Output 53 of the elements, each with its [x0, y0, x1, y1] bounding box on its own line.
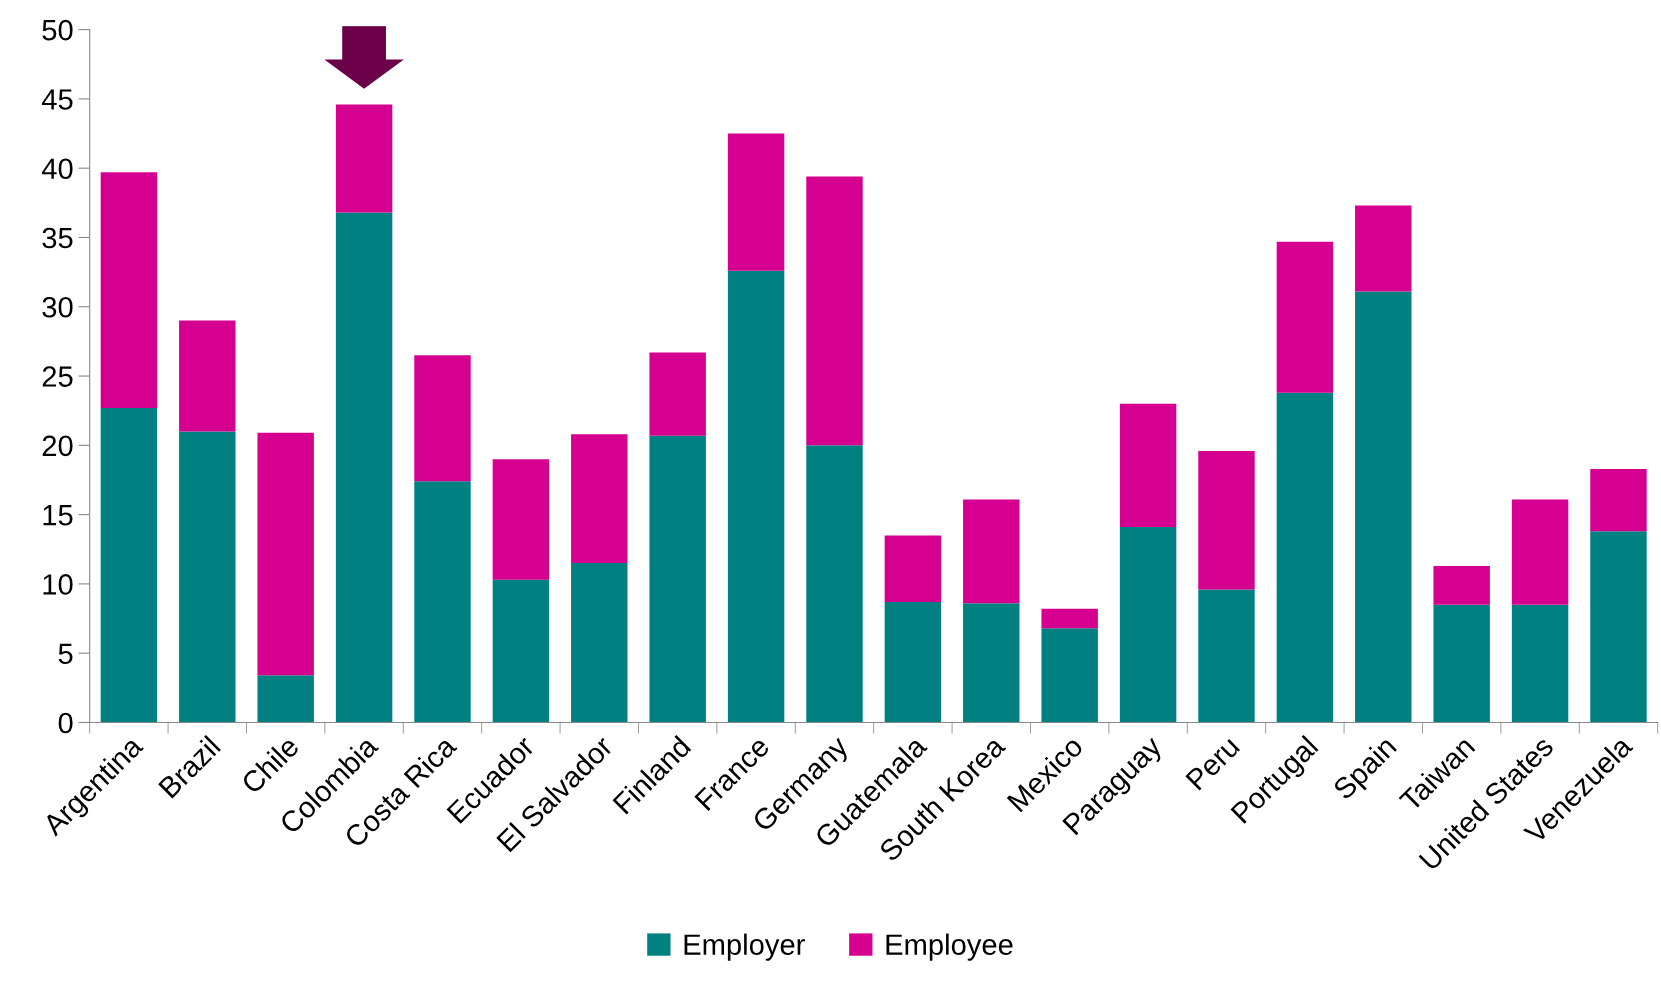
- y-tick-label: 10: [43, 574, 73, 595]
- legend-label: Employee: [886, 933, 1013, 961]
- bar: [571, 434, 628, 564]
- y-tick-label: 45: [41, 89, 73, 110]
- bar: [806, 176, 863, 446]
- bar: [963, 499, 1020, 604]
- bar: [649, 435, 706, 723]
- y-tick-label: 20: [42, 435, 73, 457]
- bar: [1276, 392, 1334, 723]
- bar: [1433, 604, 1490, 723]
- y-tick-label: 30: [42, 296, 73, 318]
- bar: [1511, 499, 1569, 605]
- bar: [179, 431, 236, 723]
- y-tick-label: 5: [58, 643, 73, 665]
- bar: [492, 459, 550, 580]
- bar: [100, 407, 158, 723]
- bar: [571, 563, 628, 723]
- bar: [1433, 565, 1490, 605]
- y-tick-label: 35: [42, 227, 73, 249]
- bar: [963, 603, 1020, 723]
- y-tick-label: 25: [42, 366, 73, 387]
- bar: [1198, 450, 1255, 590]
- bar: [1041, 608, 1098, 629]
- bar: [1276, 241, 1334, 393]
- bar: [806, 445, 863, 723]
- bar: [1119, 403, 1177, 528]
- y-tick-label: 15: [43, 505, 73, 526]
- bar: [1198, 589, 1255, 723]
- bar: [1511, 604, 1569, 723]
- bar: [414, 481, 471, 723]
- bar: [1590, 468, 1647, 532]
- bar: [492, 579, 550, 723]
- bar: [884, 535, 942, 602]
- bar: [414, 355, 471, 482]
- bar: [1119, 527, 1177, 723]
- bar: [257, 432, 314, 676]
- bar: [100, 172, 158, 408]
- bar: [1041, 628, 1098, 723]
- bar: [179, 320, 236, 432]
- bar: [1355, 205, 1412, 292]
- bar: [649, 352, 706, 436]
- bar: [335, 212, 393, 723]
- legend-label: Employer: [684, 933, 805, 961]
- bar: [1355, 291, 1412, 723]
- y-tick-label: 40: [41, 158, 73, 180]
- y-tick-label: 0: [58, 712, 73, 734]
- bar: [335, 104, 393, 213]
- bar: [1590, 531, 1647, 723]
- bar: [257, 675, 314, 723]
- y-tick-label: 50: [42, 19, 73, 41]
- bar: [727, 133, 785, 271]
- bar: [727, 270, 785, 723]
- bar: [884, 601, 942, 723]
